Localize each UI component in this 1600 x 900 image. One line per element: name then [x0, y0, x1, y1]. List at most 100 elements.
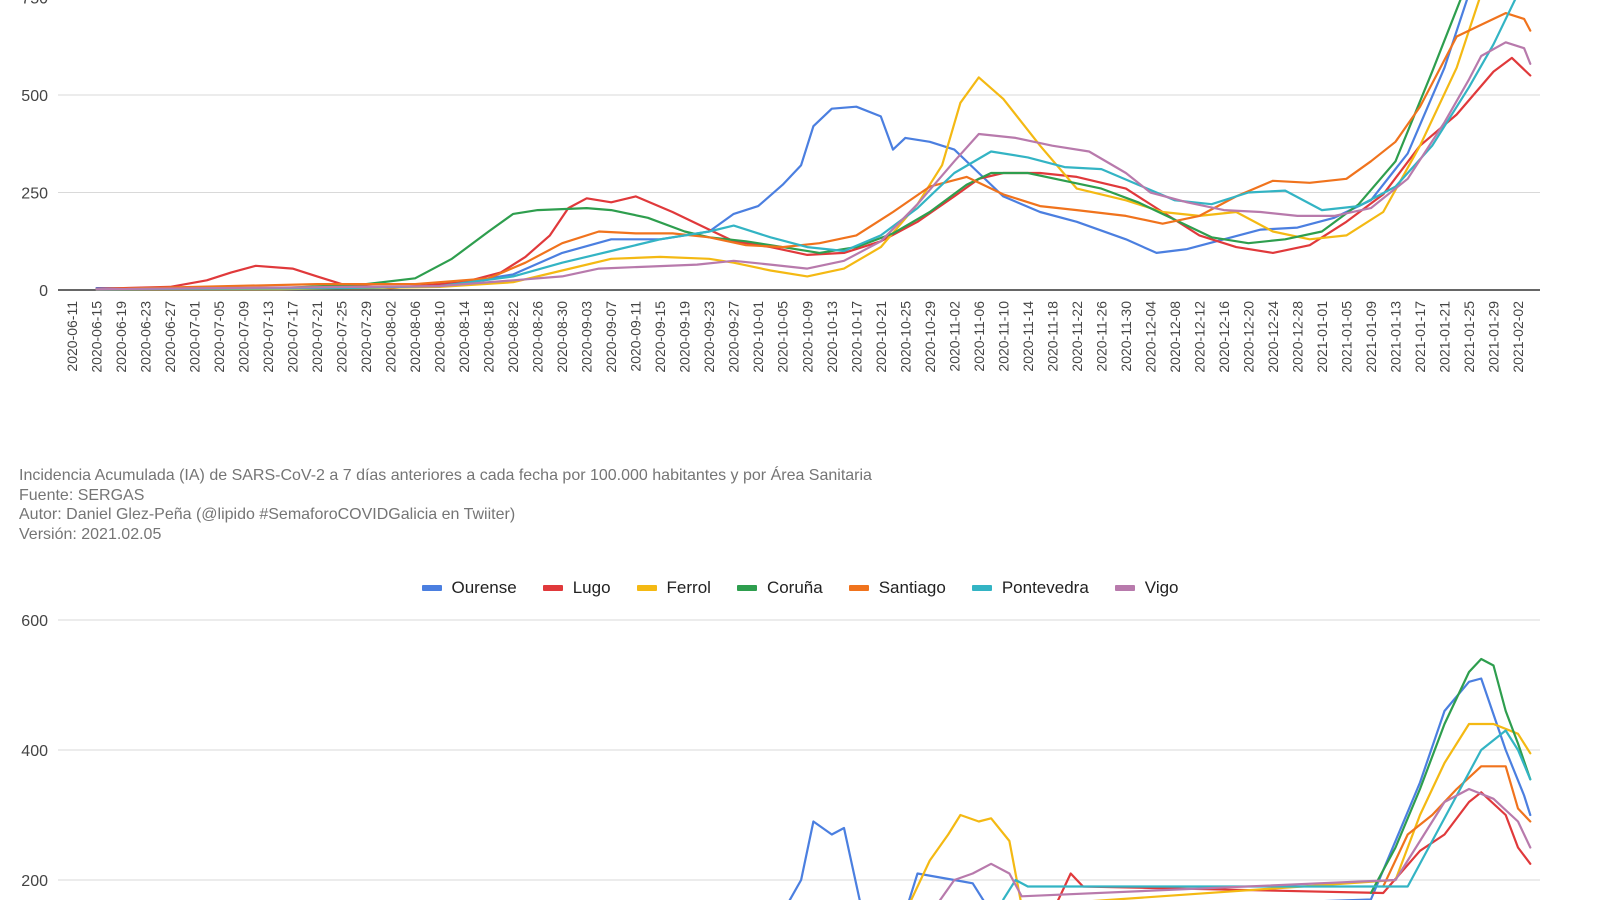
legend-label: Pontevedra: [1001, 578, 1089, 597]
series-line-lugo[interactable]: [95, 56, 1532, 290]
chart-caption: Incidencia Acumulada (IA) de SARS-CoV-2 …: [19, 466, 872, 544]
x-tick-label: 2020-08-22: [505, 301, 521, 373]
legend-item-lugo[interactable]: Lugo: [542, 578, 611, 598]
x-tick-label: 2020-07-09: [236, 301, 252, 373]
x-tick-label: 2020-12-04: [1142, 301, 1158, 373]
x-tick-label: 2020-07-05: [211, 301, 227, 373]
x-tick-label: 2020-10-09: [799, 301, 815, 373]
x-tick-label: 2020-10-25: [897, 301, 913, 373]
x-tick-label: 2020-11-22: [1069, 301, 1085, 372]
series-line-vigo[interactable]: [95, 41, 1532, 291]
legend: Ourense Lugo Ferrol Coruña Santiago Pont…: [0, 578, 1600, 598]
series-group: [95, 0, 1532, 291]
x-tick-label: 2020-12-28: [1289, 301, 1305, 373]
x-tick-label: 2020-12-08: [1167, 301, 1183, 373]
x-tick-label: 2020-06-23: [138, 301, 154, 373]
chart-bottom: 200 400 600: [21, 613, 1540, 900]
x-tick-label: 2020-06-15: [89, 301, 105, 373]
x-tick-label: 2020-09-03: [579, 301, 595, 373]
series-line-coruna[interactable]: [1369, 657, 1532, 895]
x-tick-label: 2020-09-23: [701, 301, 717, 373]
x-tick-label: 2020-06-19: [113, 301, 129, 373]
legend-item-pontevedra[interactable]: Pontevedra: [971, 578, 1089, 598]
x-tick-label: 2020-09-27: [726, 301, 742, 373]
series-line-vigo[interactable]: [936, 787, 1532, 900]
x-tick-label: 2021-01-01: [1314, 301, 1330, 373]
x-tick-label: 2020-12-12: [1191, 301, 1207, 373]
x-tick-label: 2021-01-05: [1338, 301, 1354, 373]
x-tick-label: 2020-07-29: [358, 301, 374, 373]
x-tick-label: 2020-12-16: [1216, 301, 1232, 373]
legend-label: Ourense: [451, 578, 517, 597]
caption-version: Versión: 2021.02.05: [19, 525, 162, 543]
x-tick-label: 2020-11-14: [1020, 301, 1036, 372]
y-tick-label: 0: [39, 283, 48, 300]
x-tick-label: 2020-10-29: [922, 301, 938, 373]
x-tick-label: 2020-10-21: [873, 301, 889, 373]
x-tick-label: 2020-09-15: [652, 301, 668, 373]
x-tick-label: 2020-08-06: [407, 301, 423, 373]
series-line-coruna[interactable]: [95, 0, 1463, 291]
caption-author: Autor: Daniel Glez-Peña (@lipido #Semafo…: [19, 506, 516, 523]
x-tick-label: 2020-10-01: [750, 301, 766, 373]
x-tick-label: 2020-07-13: [260, 301, 276, 373]
x-tick-label: 2020-10-13: [824, 301, 840, 373]
legend-label: Vigo: [1144, 578, 1179, 597]
x-tick-label: 2020-07-25: [334, 301, 350, 373]
legend-label: Santiago: [878, 578, 946, 597]
series-line-pontevedra[interactable]: [95, 0, 1519, 291]
series-line-ferrol[interactable]: [95, 0, 1482, 291]
x-tick-label: 2020-06-27: [162, 301, 178, 373]
legend-item-coruna[interactable]: Coruña: [736, 578, 823, 598]
x-tick-label: 2020-09-07: [603, 301, 619, 373]
series-line-pontevedra[interactable]: [1002, 729, 1532, 900]
x-tick-label: 2020-08-26: [530, 301, 546, 373]
x-tick-label: 2020-11-26: [1093, 301, 1109, 372]
legend-item-santiago[interactable]: Santiago: [848, 578, 946, 598]
series-group: [783, 657, 1532, 900]
legend-swatch: [421, 585, 442, 591]
caption-description: Incidencia Acumulada (IA) de SARS-CoV-2 …: [19, 467, 872, 484]
y-tick-label: 400: [21, 743, 48, 760]
caption-source: Fuente: SERGAS: [19, 486, 145, 504]
x-tick-label: 2020-12-24: [1265, 301, 1281, 373]
x-tick-label: 2020-08-14: [456, 301, 472, 373]
x-tick-label: 2021-01-09: [1363, 301, 1379, 373]
series-line-santiago[interactable]: [1382, 765, 1532, 888]
x-tick-label: 2020-06-11: [64, 301, 80, 372]
legend-label: Lugo: [572, 578, 611, 597]
legend-label: Ferrol: [666, 578, 711, 597]
series-line-ferrol[interactable]: [905, 722, 1532, 900]
legend-label: Coruña: [766, 578, 823, 597]
legend-swatch: [848, 585, 869, 591]
series-line-ourense[interactable]: [783, 677, 1532, 900]
x-tick-label: 2020-08-10: [432, 301, 448, 373]
x-tick-label: 2021-01-17: [1412, 301, 1428, 373]
legend-item-vigo[interactable]: Vigo: [1114, 578, 1179, 598]
y-tick-label: 600: [21, 613, 48, 630]
x-tick-label: 2020-08-02: [383, 301, 399, 373]
legend-item-ferrol[interactable]: Ferrol: [636, 578, 711, 598]
x-tick-label: 2020-11-18: [1044, 301, 1060, 372]
x-tick-label: 2020-11-06: [971, 301, 987, 372]
x-tick-label: 2020-08-18: [481, 301, 497, 373]
x-tick-label: 2020-11-30: [1118, 301, 1134, 372]
series-line-santiago[interactable]: [95, 12, 1532, 291]
y-tick-label: 250: [21, 186, 48, 203]
x-tick-label: 2020-07-21: [309, 301, 325, 373]
x-tick-label: 2021-01-25: [1461, 301, 1477, 373]
x-tick-label: 2021-01-13: [1387, 301, 1403, 373]
legend-swatch: [636, 585, 657, 591]
series-line-ourense[interactable]: [95, 0, 1470, 290]
y-tick-label: 500: [21, 88, 48, 105]
legend-swatch: [1114, 585, 1135, 591]
x-tick-label: 2021-02-02: [1510, 301, 1526, 373]
series-line-lugo[interactable]: [1052, 791, 1532, 900]
y-tick-label: 200: [21, 873, 48, 890]
x-tick-label: 2021-01-21: [1436, 301, 1452, 373]
x-tick-label: 2020-08-30: [554, 301, 570, 373]
x-tick-label: 2020-11-10: [995, 301, 1011, 372]
legend-item-ourense[interactable]: Ourense: [421, 578, 517, 598]
chart-top: 0 250 500 750 2020-06-11 2020-06-15 2020-06-19…: [21, 0, 1540, 373]
x-tick-label: 2020-11-02: [946, 301, 962, 372]
